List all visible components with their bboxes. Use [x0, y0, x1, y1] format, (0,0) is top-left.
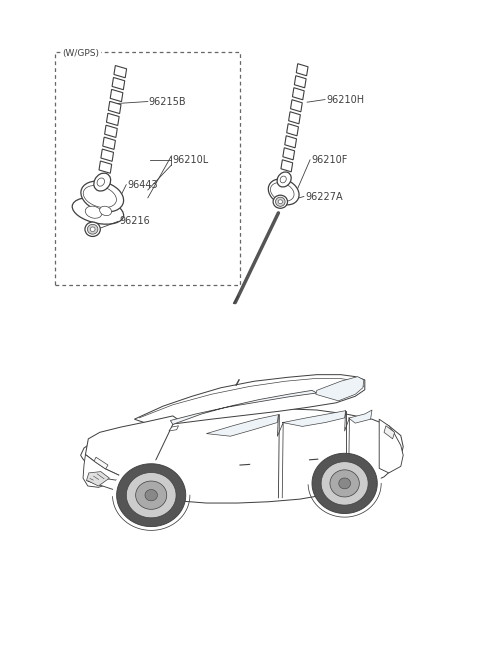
Polygon shape [287, 124, 299, 136]
Polygon shape [94, 457, 108, 469]
Polygon shape [103, 137, 115, 149]
Polygon shape [136, 481, 167, 510]
Ellipse shape [81, 181, 123, 212]
Ellipse shape [273, 195, 288, 208]
Polygon shape [339, 478, 350, 489]
Polygon shape [206, 415, 278, 436]
Polygon shape [294, 76, 306, 88]
Ellipse shape [100, 206, 111, 215]
Ellipse shape [90, 227, 95, 232]
Ellipse shape [85, 222, 100, 236]
Polygon shape [105, 125, 117, 138]
Polygon shape [108, 102, 121, 113]
Polygon shape [288, 112, 300, 124]
Text: 96210L: 96210L [173, 155, 209, 166]
Text: 96216: 96216 [119, 216, 150, 227]
Polygon shape [312, 453, 377, 514]
Polygon shape [316, 377, 364, 401]
Text: 96215B: 96215B [149, 96, 186, 107]
Polygon shape [281, 160, 293, 172]
Polygon shape [112, 77, 125, 90]
Ellipse shape [72, 198, 124, 224]
Polygon shape [99, 161, 112, 174]
Polygon shape [169, 426, 179, 431]
Polygon shape [282, 411, 346, 426]
Polygon shape [290, 100, 302, 112]
Polygon shape [379, 419, 403, 473]
Polygon shape [321, 462, 368, 505]
Polygon shape [112, 460, 190, 496]
Ellipse shape [83, 185, 117, 208]
Polygon shape [117, 464, 186, 527]
Polygon shape [88, 478, 130, 493]
Polygon shape [330, 470, 360, 497]
Polygon shape [110, 89, 123, 102]
Ellipse shape [85, 206, 102, 218]
Text: 96210F: 96210F [311, 155, 348, 165]
Polygon shape [114, 66, 127, 78]
Ellipse shape [276, 197, 285, 206]
Polygon shape [101, 149, 114, 161]
Ellipse shape [270, 183, 294, 201]
Polygon shape [134, 375, 365, 426]
Polygon shape [308, 449, 381, 485]
Text: 96210H: 96210H [326, 94, 364, 105]
Polygon shape [170, 390, 317, 424]
Text: 96443: 96443 [127, 179, 158, 190]
Polygon shape [86, 472, 109, 486]
Polygon shape [83, 455, 122, 487]
Polygon shape [296, 64, 308, 76]
Text: (W/GPS): (W/GPS) [62, 48, 99, 58]
Polygon shape [107, 113, 119, 126]
Polygon shape [384, 426, 395, 439]
Bar [55, 52, 240, 285]
Polygon shape [285, 136, 297, 148]
Polygon shape [126, 472, 176, 518]
Polygon shape [292, 88, 304, 100]
Ellipse shape [268, 179, 299, 205]
Ellipse shape [87, 224, 98, 234]
Ellipse shape [277, 172, 291, 187]
Polygon shape [283, 148, 295, 160]
Ellipse shape [97, 178, 105, 186]
Polygon shape [348, 410, 372, 423]
Ellipse shape [278, 200, 282, 204]
Text: 96227A: 96227A [305, 191, 343, 202]
Polygon shape [81, 409, 403, 503]
Polygon shape [145, 489, 157, 501]
Polygon shape [85, 416, 178, 485]
Ellipse shape [280, 176, 286, 183]
Ellipse shape [94, 173, 110, 191]
